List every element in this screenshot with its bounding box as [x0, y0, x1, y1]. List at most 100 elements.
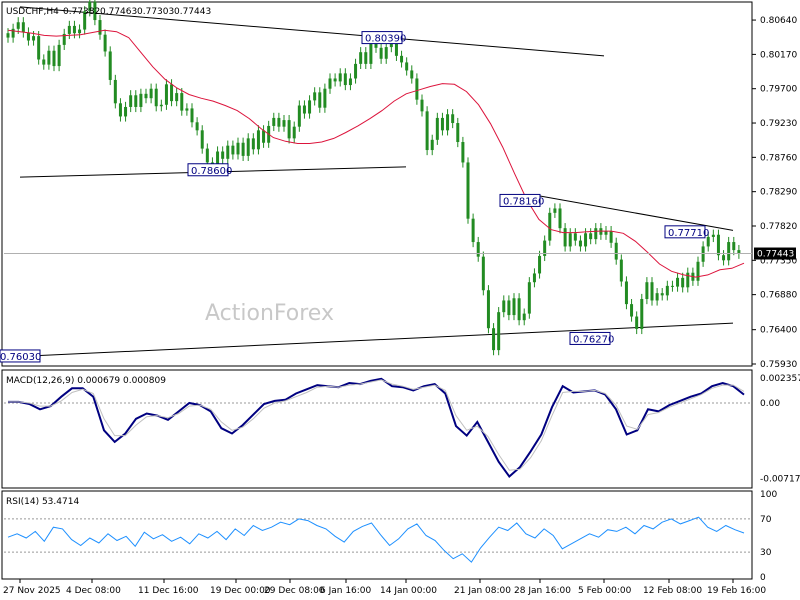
- candle-body: [338, 73, 342, 82]
- candle-body: [614, 242, 618, 260]
- x-tick-label: 14 Jan 00:00: [380, 586, 437, 596]
- candle-body: [62, 33, 66, 45]
- x-tick-label: 19 Feb 16:00: [707, 586, 766, 596]
- candle-body: [384, 47, 388, 59]
- candle-body: [573, 233, 577, 241]
- candle-body: [619, 259, 623, 282]
- candle-body: [538, 255, 542, 274]
- candle-body: [522, 313, 526, 321]
- candle-body: [410, 70, 414, 79]
- candle-body: [379, 47, 383, 59]
- candle-body: [164, 84, 168, 105]
- candle-body: [589, 233, 593, 240]
- candle-body: [471, 218, 475, 243]
- level-label: 0.80390: [365, 34, 406, 45]
- candle-body: [630, 304, 634, 317]
- candle-body: [343, 73, 347, 86]
- price-tick-label: 0.78760: [760, 153, 797, 163]
- price-layer: 0.80640 0.80170 0.79700 0.79230 0.78760 0.782…: [0, 0, 797, 370]
- trendline-lower-right: [0, 322, 734, 358]
- candle-body: [139, 93, 143, 107]
- candle-body: [26, 32, 30, 41]
- candle-body: [88, 1, 92, 12]
- candle-body: [512, 298, 516, 316]
- macd-signal-line: [8, 379, 745, 471]
- candle-body: [640, 299, 644, 329]
- candle-body: [527, 282, 531, 314]
- x-tick-label: 11 Dec 16:00: [138, 586, 199, 596]
- candle-body: [226, 145, 230, 159]
- candle-body: [670, 285, 674, 287]
- trendline-upper-left: [19, 6, 605, 57]
- candle-body: [308, 100, 312, 114]
- level-label-box: [569, 331, 611, 345]
- price-tick-label: 0.78290: [760, 188, 797, 198]
- level-label: 0.76030: [0, 352, 41, 363]
- candle-body: [21, 22, 25, 33]
- macd-layer: 0.002357 0.00 -0.007172: [4, 374, 800, 484]
- candle-body: [277, 117, 281, 127]
- rsi-header: RSI(14) 53.4714: [6, 497, 79, 507]
- candle-body: [543, 240, 547, 256]
- x-tick-label: 5 Feb 00:00: [578, 586, 632, 596]
- candle-body: [492, 328, 496, 351]
- candle-body: [451, 114, 455, 124]
- x-tick-label: 28 Jan 16:00: [514, 586, 571, 596]
- candle-body: [435, 117, 439, 140]
- candle-body: [318, 92, 322, 108]
- candle-body: [553, 208, 557, 213]
- candle-body: [405, 62, 409, 71]
- candle-body: [635, 316, 639, 329]
- candle-body: [297, 105, 301, 127]
- candle-body: [655, 293, 659, 301]
- candle-body: [256, 130, 260, 150]
- candle-body: [466, 162, 470, 219]
- price-tick-label: 0.80170: [760, 50, 797, 60]
- price-tick-label: 0.76400: [760, 326, 797, 336]
- candle-body: [665, 285, 669, 296]
- candle-body: [507, 300, 511, 316]
- candle-body: [236, 142, 240, 155]
- candle-body: [354, 63, 358, 79]
- candle-body: [716, 234, 720, 256]
- candle-body: [129, 95, 133, 107]
- candle-body: [57, 44, 61, 67]
- candle-body: [364, 52, 368, 64]
- candle-body: [241, 142, 245, 156]
- candle-body: [11, 28, 15, 38]
- candle-body: [83, 11, 87, 30]
- candle-body: [103, 34, 107, 52]
- candle-body: [558, 208, 562, 229]
- candle-body: [374, 41, 378, 48]
- candle-body: [205, 148, 209, 163]
- price-low: 0.77303: [137, 7, 174, 17]
- candle-body: [113, 79, 117, 104]
- candle-body: [497, 312, 501, 351]
- candle-body: [584, 233, 588, 247]
- price-symbol: USDCHF,H4: [6, 7, 59, 17]
- candle-body: [732, 242, 736, 251]
- candle-body: [175, 93, 179, 102]
- candle-body: [200, 130, 204, 149]
- price-header: USDCHF,H4 0.77382 0.77463 0.77303 0.7744…: [6, 7, 211, 17]
- candle-body: [425, 111, 429, 151]
- rsi-line: [7, 516, 745, 563]
- macd-tick-label: 0.00: [760, 399, 780, 409]
- level-label-box: [664, 225, 706, 239]
- moving-average-line: [7, 29, 745, 278]
- candle-body: [681, 277, 685, 288]
- x-tick-label: 12 Feb 08:00: [643, 586, 702, 596]
- candle-body: [440, 117, 444, 131]
- candle-body: [37, 36, 41, 60]
- rsi-tick-label: 0: [760, 573, 766, 583]
- price-tick-label: 0.77350: [760, 256, 797, 266]
- price-tick-label: 0.79230: [760, 119, 797, 129]
- current-price-box: [754, 247, 796, 260]
- candle-body: [517, 298, 521, 321]
- candle-body: [578, 240, 582, 247]
- candle-body: [124, 106, 128, 117]
- candle-body: [461, 142, 465, 163]
- candle-body: [195, 122, 199, 131]
- level-label-box: [187, 163, 229, 177]
- candle-body: [737, 250, 741, 254]
